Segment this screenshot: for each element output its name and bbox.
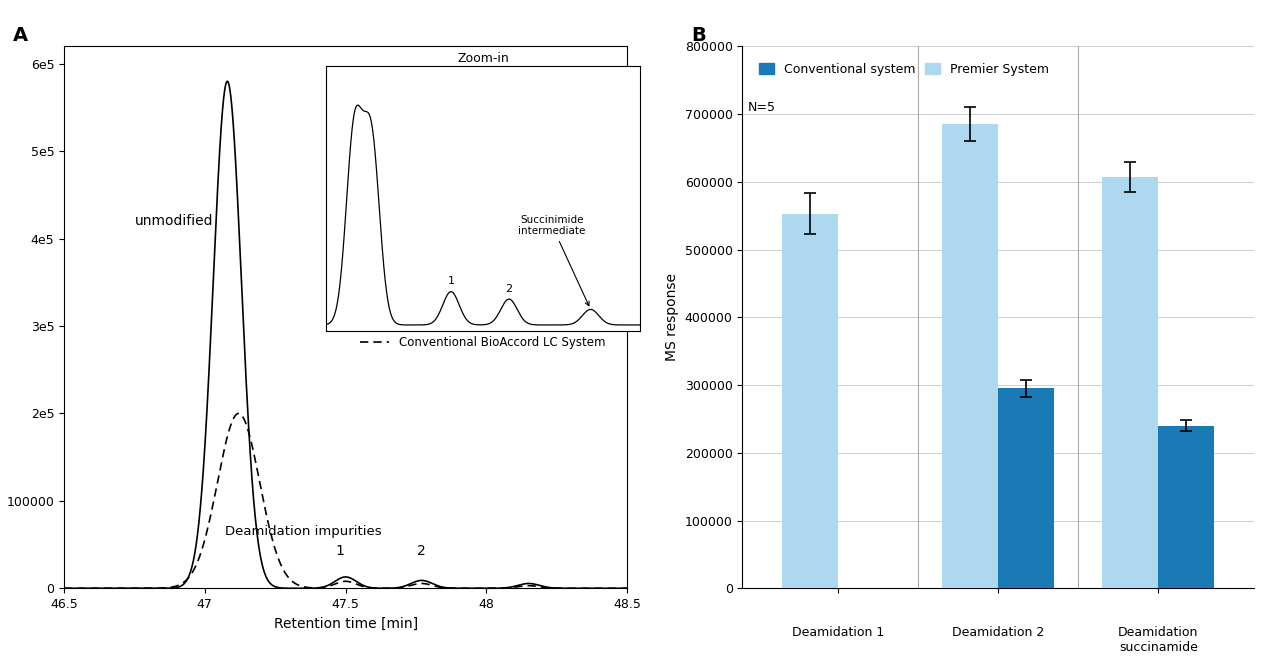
Bar — [1102, 177, 1158, 588]
Bar — [942, 124, 998, 588]
Bar — [1158, 426, 1215, 588]
Text: Deamidation 1: Deamidation 1 — [792, 626, 884, 639]
Bar — [998, 389, 1055, 588]
Title: Zoom-in: Zoom-in — [457, 52, 509, 65]
Text: Deamidation impurities: Deamidation impurities — [225, 525, 381, 537]
Text: A: A — [13, 26, 28, 45]
X-axis label: Retention time [min]: Retention time [min] — [274, 617, 417, 631]
Y-axis label: MS response: MS response — [666, 273, 680, 362]
Text: Deamidation
succinamide: Deamidation succinamide — [1119, 626, 1198, 654]
Text: 1: 1 — [448, 276, 454, 286]
Text: 2: 2 — [506, 284, 512, 293]
Text: 1: 1 — [335, 544, 344, 558]
Text: N=5: N=5 — [748, 101, 776, 114]
Text: Succinimide
intermediate: Succinimide intermediate — [518, 215, 589, 306]
Legend: Conventional system, Premier System: Conventional system, Premier System — [754, 58, 1055, 81]
Text: 2: 2 — [417, 544, 426, 558]
Bar — [782, 214, 838, 588]
Text: Deamidation 2: Deamidation 2 — [952, 626, 1044, 639]
Text: B: B — [691, 26, 707, 45]
Legend: BioAccord Premier-LC System, Conventional BioAccord LC System: BioAccord Premier-LC System, Conventiona… — [355, 313, 611, 354]
Text: unmodified: unmodified — [134, 214, 212, 228]
